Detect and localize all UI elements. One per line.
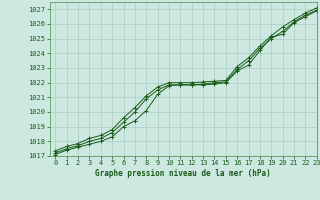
- X-axis label: Graphe pression niveau de la mer (hPa): Graphe pression niveau de la mer (hPa): [95, 169, 271, 178]
